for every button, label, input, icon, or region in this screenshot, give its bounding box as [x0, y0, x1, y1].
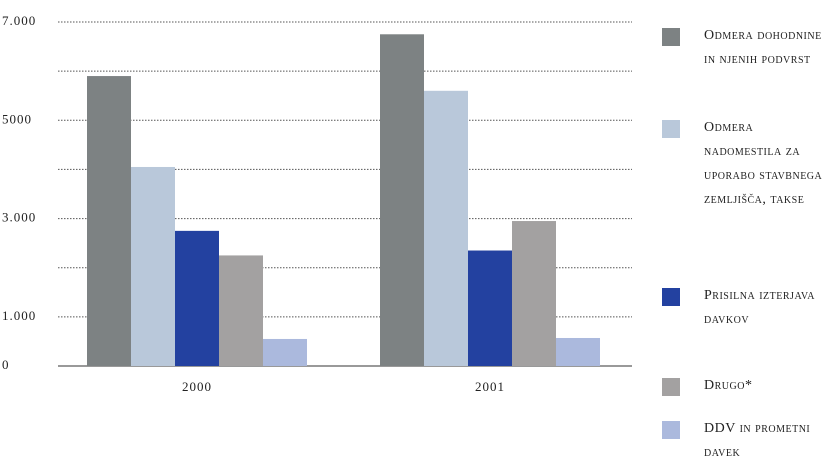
legend-swatch	[662, 28, 680, 46]
bar	[175, 230, 219, 366]
bar	[556, 337, 600, 366]
bar	[424, 90, 468, 367]
legend-swatch	[662, 288, 680, 306]
legend-swatch	[662, 421, 680, 439]
legend-label: Odmera nadomestila za uporabo stavbnega …	[704, 120, 823, 207]
y-tick-label: 1.000	[2, 308, 36, 323]
y-tick-label: 3.000	[2, 210, 36, 225]
legend-label: DDV in prometni davek	[704, 421, 811, 460]
bar	[131, 166, 175, 366]
legend-label: Drugo*	[704, 378, 753, 393]
bar	[380, 34, 424, 367]
y-tick-label: 0	[2, 357, 10, 372]
y-tick-label: 5000	[2, 111, 32, 126]
legend-swatch	[662, 378, 680, 396]
x-tick-label: 2001	[475, 379, 505, 394]
bar	[87, 76, 131, 367]
y-tick-label: 7.000	[2, 13, 36, 28]
x-tick-label: 2000	[182, 379, 212, 394]
legend-swatch	[662, 120, 680, 138]
bar	[263, 338, 307, 366]
legend-label: Prisilna izterjava davkov	[704, 288, 816, 327]
bar	[219, 255, 263, 366]
bar	[512, 221, 556, 366]
legend-label: Odmera dohodnine in njenih podvrst	[704, 28, 822, 67]
bar	[468, 250, 512, 366]
